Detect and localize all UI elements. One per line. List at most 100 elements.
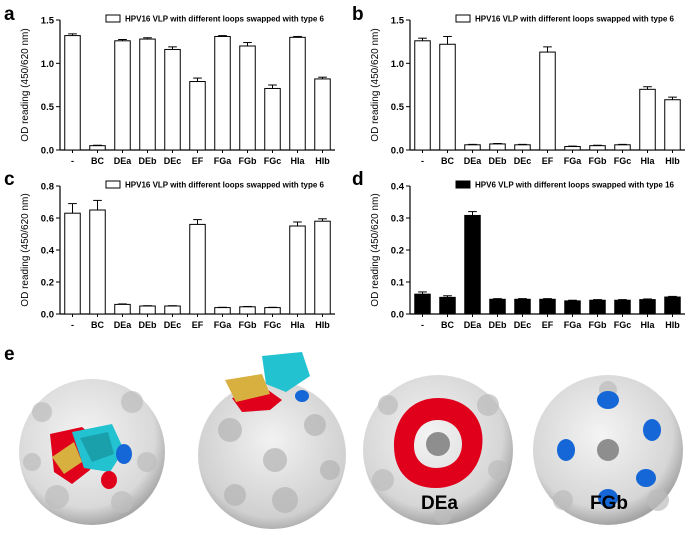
chart-a-xtick-label-7: FGb xyxy=(239,156,257,166)
chart-a-bar-2 xyxy=(114,40,131,151)
chart-a-xtick-label-3: DEb xyxy=(139,156,158,166)
chart-b-xtick-label-0: - xyxy=(421,156,424,166)
chart-d-xtick-label-6: FGa xyxy=(564,320,582,330)
chart-a-bar-1 xyxy=(89,145,106,151)
chart-d-xtick-label-3: DEb xyxy=(489,320,508,330)
fgb-image-label: FGb xyxy=(590,493,628,514)
chart-c-xtick-label-4: DEc xyxy=(164,320,182,330)
chart-c-bar-2 xyxy=(114,303,131,315)
chart-c-ytick-label-0: 0.0 xyxy=(41,310,54,321)
chart-c-xtick-label-7: FGb xyxy=(239,320,257,330)
chart-d-bar-0 xyxy=(414,293,431,315)
chart-d-ytick-label-2: 0.2 xyxy=(391,246,404,257)
chart-d-bar-5 xyxy=(539,298,556,315)
chart-d-bar-3 xyxy=(489,298,506,315)
chart-b-legend-label: HPV16 VLP with different loops swapped w… xyxy=(475,15,675,24)
chart-a-bar-0 xyxy=(64,35,81,151)
chart-a-legend-label: HPV16 VLP with different loops swapped w… xyxy=(125,15,325,24)
chart-b-xtick-label-6: FGa xyxy=(564,156,582,166)
chart-d-bar-2 xyxy=(464,214,481,315)
chart-a-ytick-label-1: 0.5 xyxy=(41,102,55,113)
chart-b-xtick-label-2: DEa xyxy=(464,156,483,166)
chart-c-bar-3 xyxy=(139,305,156,315)
chart-d-bar-7 xyxy=(589,299,606,315)
chart-b-bar-4 xyxy=(514,144,531,151)
chart-b-ylabel: OD reading (450/620 nm) xyxy=(370,28,381,141)
chart-d-xtick-label-9: HIa xyxy=(640,320,655,330)
chart-d-xtick-label-0: - xyxy=(421,320,424,330)
chart-b-legend-swatch xyxy=(455,14,471,23)
chart-d-xtick-label-5: EF xyxy=(542,320,554,330)
chart-c-ytick-label-2: 0.4 xyxy=(41,246,55,257)
chart-c-bar-4 xyxy=(164,305,181,315)
chart-b-bar-1 xyxy=(439,43,456,151)
chart-d-ytick-label-1: 0.1 xyxy=(391,278,405,289)
chart-c-bar-8 xyxy=(264,307,281,315)
chart-a-bar-6 xyxy=(214,35,231,151)
chart-a-xtick-label-10: HIb xyxy=(315,156,330,166)
chart-b-xtick-label-5: EF xyxy=(542,156,554,166)
chart-a-bar-8 xyxy=(264,87,281,151)
chart-b-bar-10 xyxy=(664,99,681,151)
chart-b-xtick-label-10: HIb xyxy=(665,156,680,166)
chart-d-ytick-label-3: 0.3 xyxy=(391,214,404,225)
chart-d-legend-swatch xyxy=(455,180,471,189)
structure-image-1 xyxy=(12,372,172,527)
chart-b-bar-8 xyxy=(614,144,631,151)
chart-c-xtick-label-0: - xyxy=(71,320,74,330)
chart-b-bar-3 xyxy=(489,143,506,151)
chart-a-bar-9 xyxy=(289,36,306,151)
chart-c-bar-6 xyxy=(214,307,231,315)
chart-a-xtick-label-1: BC xyxy=(91,156,104,166)
chart-a-ytick-label-0: 0.0 xyxy=(41,146,54,157)
chart-b-xtick-label-8: FGc xyxy=(614,156,632,166)
chart-c-xtick-label-2: DEa xyxy=(114,320,133,330)
chart-d-xtick-label-8: FGc xyxy=(614,320,632,330)
chart-a-bar-3 xyxy=(139,38,156,151)
chart-a-bar-7 xyxy=(239,45,256,151)
chart-d-bar-8 xyxy=(614,299,631,315)
chart-b-xtick-label-4: DEc xyxy=(514,156,532,166)
chart-c-ylabel: OD reading (450/620 nm) xyxy=(20,193,31,306)
panel-letter-b: b xyxy=(352,4,364,25)
chart-a-xtick-label-4: DEc xyxy=(164,156,182,166)
panel-letter-e: e xyxy=(4,344,15,365)
chart-c-bar-5 xyxy=(189,223,206,315)
chart-c-bar-1 xyxy=(89,209,106,315)
chart-c-ytick-label-4: 0.8 xyxy=(41,182,54,193)
chart-a-bar-4 xyxy=(164,48,181,151)
chart-d-legend-label: HPV6 VLP with different loops swapped wi… xyxy=(475,181,675,190)
dea-image-label: DEa xyxy=(421,493,458,514)
chart-b-bar-5 xyxy=(539,51,556,151)
structure-image-dea xyxy=(358,370,518,530)
chart-b-ytick-label-2: 1.0 xyxy=(391,59,404,70)
chart-d-xtick-label-7: FGb xyxy=(589,320,607,330)
chart-a-bar-10 xyxy=(314,78,331,151)
chart-a-xtick-label-9: HIa xyxy=(290,156,305,166)
structure-image-2 xyxy=(190,350,355,530)
chart-c-xtick-label-8: FGc xyxy=(264,320,282,330)
chart-c-legend-label: HPV16 VLP with different loops swapped w… xyxy=(125,181,325,190)
chart-b-bar-9 xyxy=(639,88,656,151)
chart-a-bar-5 xyxy=(189,81,206,151)
bar-charts: 0.0 0.5 1.0 1.5 OD reading (450/620 nm) - BC DE… xyxy=(20,14,685,330)
chart-a-xtick-label-8: FGc xyxy=(264,156,282,166)
chart-c-xtick-label-3: DEb xyxy=(139,320,158,330)
chart-d-ytick-label-0: 0.0 xyxy=(391,310,404,321)
chart-d-ytick-label-4: 0.4 xyxy=(391,182,405,193)
chart-c-xtick-label-1: BC xyxy=(91,320,104,330)
chart-d-xtick-label-10: HIb xyxy=(665,320,680,330)
chart-c-xtick-label-10: HIb xyxy=(315,320,330,330)
chart-c-bar-10 xyxy=(314,220,331,315)
chart-d-ylabel: OD reading (450/620 nm) xyxy=(370,193,381,306)
chart-d-xtick-label-2: DEa xyxy=(464,320,483,330)
chart-c-ytick-label-3: 0.6 xyxy=(41,214,54,225)
chart-a-ylabel: OD reading (450/620 nm) xyxy=(20,28,31,141)
chart-b-ytick-label-0: 0.0 xyxy=(391,146,404,157)
chart-a-legend-swatch xyxy=(105,14,121,23)
chart-b-bar-7 xyxy=(589,145,606,151)
structure-image-fgb xyxy=(528,370,688,530)
chart-b-ytick-label-3: 1.5 xyxy=(391,16,405,27)
chart-a-xtick-label-6: FGa xyxy=(214,156,232,166)
chart-b-bar-0 xyxy=(414,40,431,151)
